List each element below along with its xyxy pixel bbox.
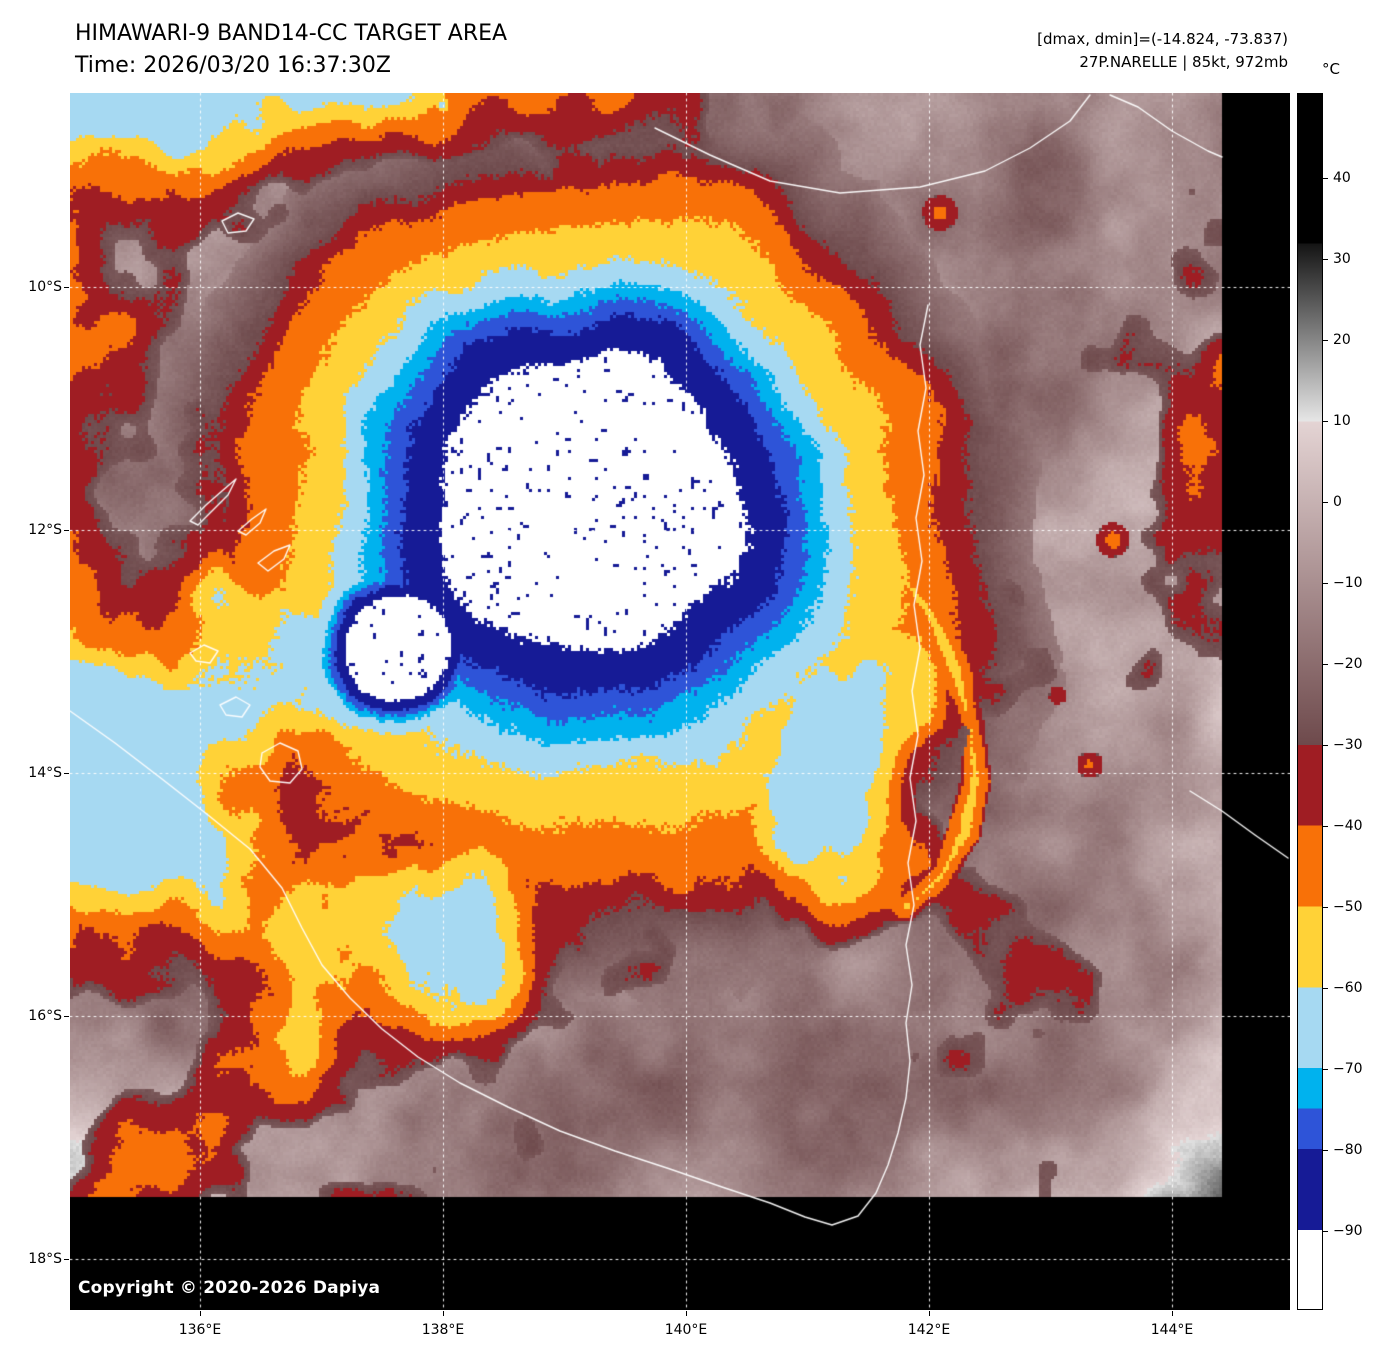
lat-tick-label: 16°S: [28, 1008, 62, 1024]
lon-tick-mark: [686, 1311, 687, 1316]
lat-tick-mark: [64, 1259, 69, 1260]
satellite-map-plot: Copyright © 2020-2026 Dapiya: [70, 93, 1290, 1310]
colorbar-tick-mark: [1323, 987, 1328, 989]
colorbar-tick-value: −90: [1333, 1222, 1363, 1239]
colorbar-tick-value: −80: [1333, 1141, 1363, 1158]
lat-tick-mark: [64, 773, 69, 774]
colorbar-tick-value: −50: [1333, 898, 1363, 915]
product-title: HIMAWARI-9 BAND14-CC TARGET AREA: [75, 21, 508, 46]
satellite-image-canvas: [70, 93, 1290, 1310]
product-time: Time: 2026/03/20 16:37:30Z: [75, 52, 391, 78]
colorbar-tick-value: −40: [1333, 817, 1363, 834]
colorbar-tick-value: −10: [1333, 574, 1363, 591]
colorbar-tick-mark: [1323, 744, 1328, 746]
colorbar-tick-value: −70: [1333, 1060, 1363, 1077]
colorbar-tick-value: −30: [1333, 736, 1363, 753]
colorbar-tick-value: 0: [1333, 493, 1342, 510]
colorbar-tick-mark: [1323, 501, 1328, 503]
colorbar-tick-mark: [1323, 1230, 1328, 1232]
colorbar-tick-mark: [1323, 663, 1328, 665]
colorbar-unit-label: °C: [1322, 60, 1340, 78]
colorbar-tick-mark: [1323, 1068, 1328, 1070]
colorbar-tick-value: −20: [1333, 655, 1363, 672]
colorbar-tick-value: 30: [1333, 250, 1351, 267]
lat-tick-label: 10°S: [28, 279, 62, 295]
colorbar-tick-mark: [1323, 825, 1328, 827]
header-meta-block: [dmax, dmin]=(-14.824, -73.837) 27P.NARE…: [1037, 28, 1288, 73]
colorbar-tick-mark: [1323, 339, 1328, 341]
colorbar-tick-mark: [1323, 420, 1328, 422]
colorbar-tick-mark: [1323, 582, 1328, 584]
colorbar-tick-mark: [1323, 906, 1328, 908]
colorbar-tick-value: 10: [1333, 412, 1351, 429]
copyright-watermark: Copyright © 2020-2026 Dapiya: [78, 1278, 381, 1298]
header-title-block: HIMAWARI-9 BAND14-CC TARGET AREA Time: 2…: [75, 18, 507, 82]
colorbar-tick-value: −60: [1333, 979, 1363, 996]
lon-tick-label: 138°E: [421, 1322, 465, 1338]
colorbar-tick-mark: [1323, 1149, 1328, 1151]
lat-tick-label: 18°S: [28, 1251, 62, 1267]
lat-tick-mark: [64, 1016, 69, 1017]
colorbar-tick-mark: [1323, 258, 1328, 260]
lon-tick-label: 144°E: [1150, 1322, 1194, 1338]
colorbar-tick-value: 20: [1333, 331, 1351, 348]
lon-tick-label: 142°E: [907, 1322, 951, 1338]
storm-info-readout: 27P.NARELLE | 85kt, 972mb: [1079, 52, 1288, 71]
lat-tick-label: 14°S: [28, 765, 62, 781]
lon-tick-mark: [1172, 1311, 1173, 1316]
lat-tick-mark: [64, 287, 69, 288]
colorbar-tick-mark: [1323, 178, 1328, 180]
temperature-colorbar: [1297, 93, 1323, 1310]
dmax-dmin-readout: [dmax, dmin]=(-14.824, -73.837): [1037, 30, 1288, 48]
lat-tick-label: 12°S: [28, 522, 62, 538]
lon-tick-mark: [929, 1311, 930, 1316]
lat-tick-mark: [64, 530, 69, 531]
lon-tick-mark: [200, 1311, 201, 1316]
lon-tick-label: 136°E: [178, 1322, 222, 1338]
lon-tick-label: 140°E: [664, 1322, 708, 1338]
lon-tick-mark: [443, 1311, 444, 1316]
colorbar-tick-value: 40: [1333, 170, 1351, 187]
